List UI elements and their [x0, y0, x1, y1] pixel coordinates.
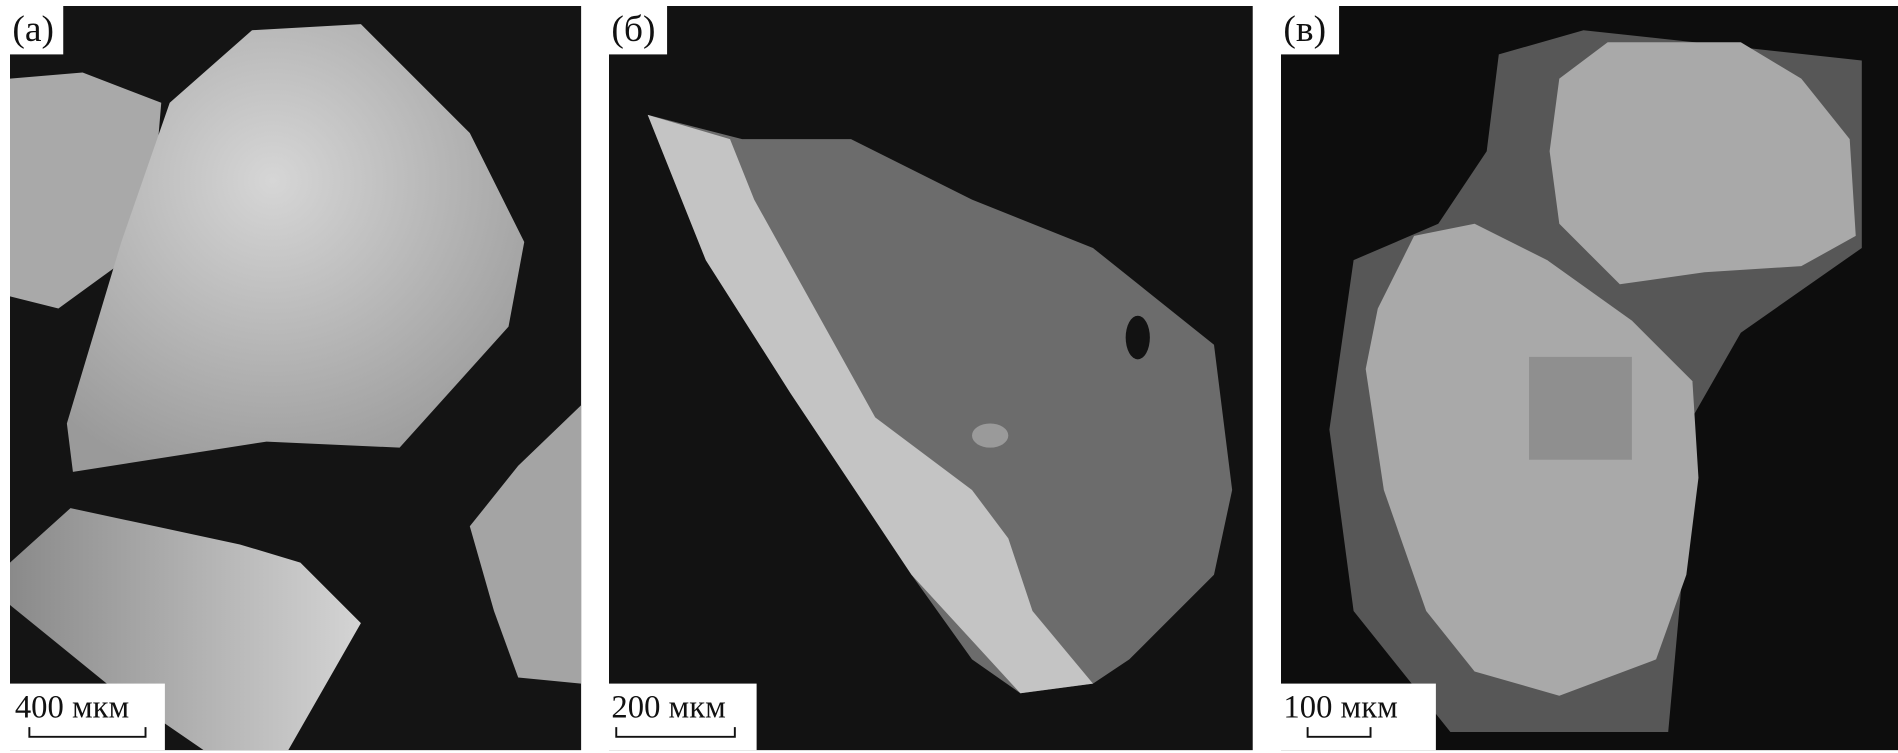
scale-bar-box: [1281, 683, 1436, 751]
panel-label: (б): [611, 9, 655, 50]
panel-b: (б) 200 мкм: [609, 6, 1253, 751]
scale-bar: [615, 727, 736, 738]
scale-bar-box: [10, 683, 165, 751]
grain: [66, 24, 525, 472]
scale-bar: [28, 727, 147, 738]
inclusion: [972, 423, 1009, 448]
panel-a: (а) 400 мкм: [10, 6, 582, 751]
grain: [10, 508, 361, 751]
panel-label: (а): [12, 9, 54, 50]
scale-bar-label: 400 мкм: [15, 689, 129, 725]
bright-rim: [647, 114, 1093, 694]
panel-label: (в): [1283, 9, 1326, 50]
scale-bar-label: 200 мкм: [611, 689, 725, 725]
scale-bar-label: 100 мкм: [1283, 689, 1397, 725]
label-box: [1281, 6, 1340, 55]
analysis-area: [1529, 356, 1632, 460]
scale-bar-box: [609, 683, 757, 751]
grain: [1549, 42, 1856, 285]
scale-bar: [1306, 727, 1372, 738]
particle: [647, 114, 1233, 694]
panel-c: (в) 100 мкм: [1281, 6, 1898, 751]
label-box: [10, 6, 64, 55]
grain: [469, 405, 582, 684]
pore: [1125, 315, 1150, 360]
label-box: [609, 6, 668, 55]
